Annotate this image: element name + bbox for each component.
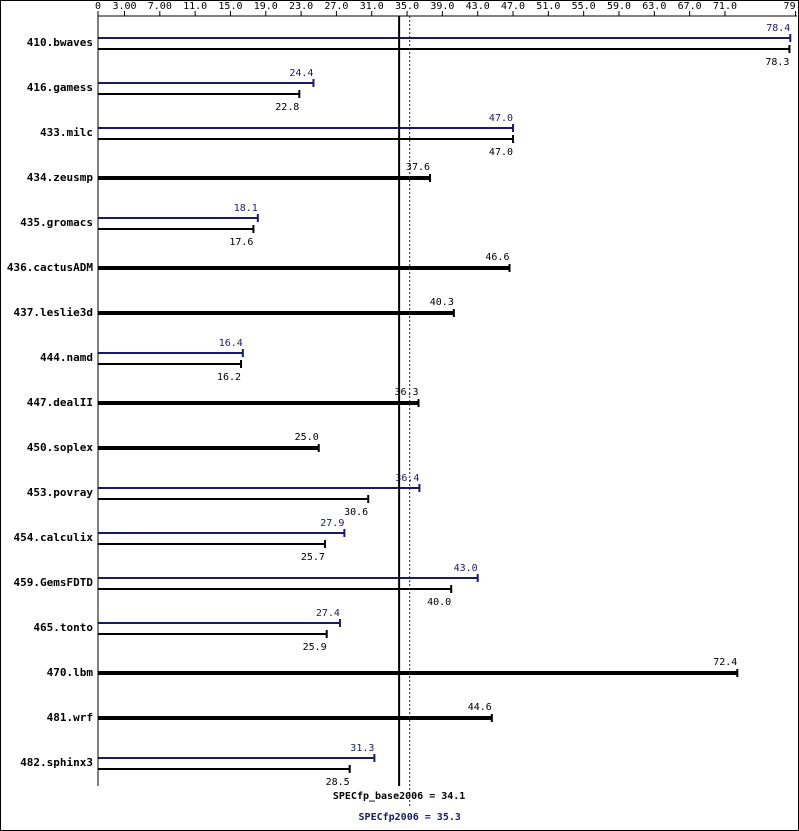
x-tick-label: 71.0: [713, 1, 737, 12]
x-tick-label: 79.0: [784, 1, 799, 12]
value-label: 27.9: [320, 518, 344, 529]
value-label: 27.4: [316, 608, 340, 619]
x-tick-label: 11.0: [183, 1, 207, 12]
value-label: 28.5: [326, 777, 350, 788]
category-label: 450.soplex: [27, 441, 94, 454]
value-label: 22.8: [275, 102, 299, 113]
value-label: 44.6: [468, 702, 492, 713]
x-tick-label: 31.0: [360, 1, 384, 12]
value-label: 36.4: [395, 473, 419, 484]
category-label: 434.zeusmp: [27, 171, 94, 184]
x-tick-label: 67.0: [678, 1, 702, 12]
value-label: 72.4: [713, 657, 737, 668]
value-label: 47.0: [489, 147, 513, 158]
value-label: 40.3: [430, 297, 454, 308]
category-label: 416.gamess: [27, 81, 93, 94]
category-label: 437.leslie3d: [14, 306, 93, 319]
category-label: 465.tonto: [33, 621, 93, 634]
value-label: 78.4: [766, 23, 790, 34]
x-tick-label: 7.00: [148, 1, 172, 12]
value-label: 25.7: [301, 552, 325, 563]
reference-label: SPECfp2006 = 35.3: [359, 812, 461, 823]
value-label: 25.9: [303, 642, 327, 653]
category-label: 454.calculix: [14, 531, 94, 544]
x-tick-label: 39.0: [430, 1, 454, 12]
reference-label: SPECfp_base2006 = 34.1: [333, 791, 465, 802]
x-tick-label: 0: [95, 1, 101, 12]
value-label: 43.0: [454, 563, 478, 574]
x-tick-label: 55.0: [572, 1, 596, 12]
category-label: 433.milc: [40, 126, 93, 139]
x-tick-label: 63.0: [642, 1, 666, 12]
x-tick-label: 23.0: [289, 1, 313, 12]
x-tick-label: 15.0: [218, 1, 242, 12]
x-tick-label: 27.0: [324, 1, 348, 12]
value-label: 36.3: [394, 387, 418, 398]
x-tick-label: 43.0: [466, 1, 490, 12]
value-label: 31.3: [350, 743, 374, 754]
x-tick-label: 51.0: [536, 1, 560, 12]
value-label: 37.6: [406, 162, 430, 173]
x-tick-label: 47.0: [501, 1, 525, 12]
value-label: 25.0: [295, 432, 319, 443]
value-label: 18.1: [234, 203, 258, 214]
category-label: 436.cactusADM: [7, 261, 93, 274]
value-label: 17.6: [229, 237, 253, 248]
value-label: 24.4: [289, 68, 313, 79]
category-label: 447.dealII: [27, 396, 93, 409]
x-tick-label: 59.0: [607, 1, 631, 12]
value-label: 78.3: [765, 57, 789, 68]
category-label: 481.wrf: [47, 711, 93, 724]
x-tick-label: 35.0: [395, 1, 419, 12]
value-label: 30.6: [344, 507, 368, 518]
value-label: 47.0: [489, 113, 513, 124]
value-label: 40.0: [427, 597, 451, 608]
category-label: 410.bwaves: [27, 36, 93, 49]
x-tick-label: 19.0: [254, 1, 278, 12]
category-label: 482.sphinx3: [20, 756, 93, 769]
value-label: 46.6: [485, 252, 509, 263]
category-label: 470.lbm: [47, 666, 94, 679]
x-tick-label: 3.00: [112, 1, 136, 12]
category-label: 435.gromacs: [20, 216, 93, 229]
category-label: 459.GemsFDTD: [14, 576, 94, 589]
category-label: 453.povray: [27, 486, 94, 499]
category-label: 444.namd: [40, 351, 93, 364]
value-label: 16.2: [217, 372, 241, 383]
value-label: 16.4: [219, 338, 243, 349]
